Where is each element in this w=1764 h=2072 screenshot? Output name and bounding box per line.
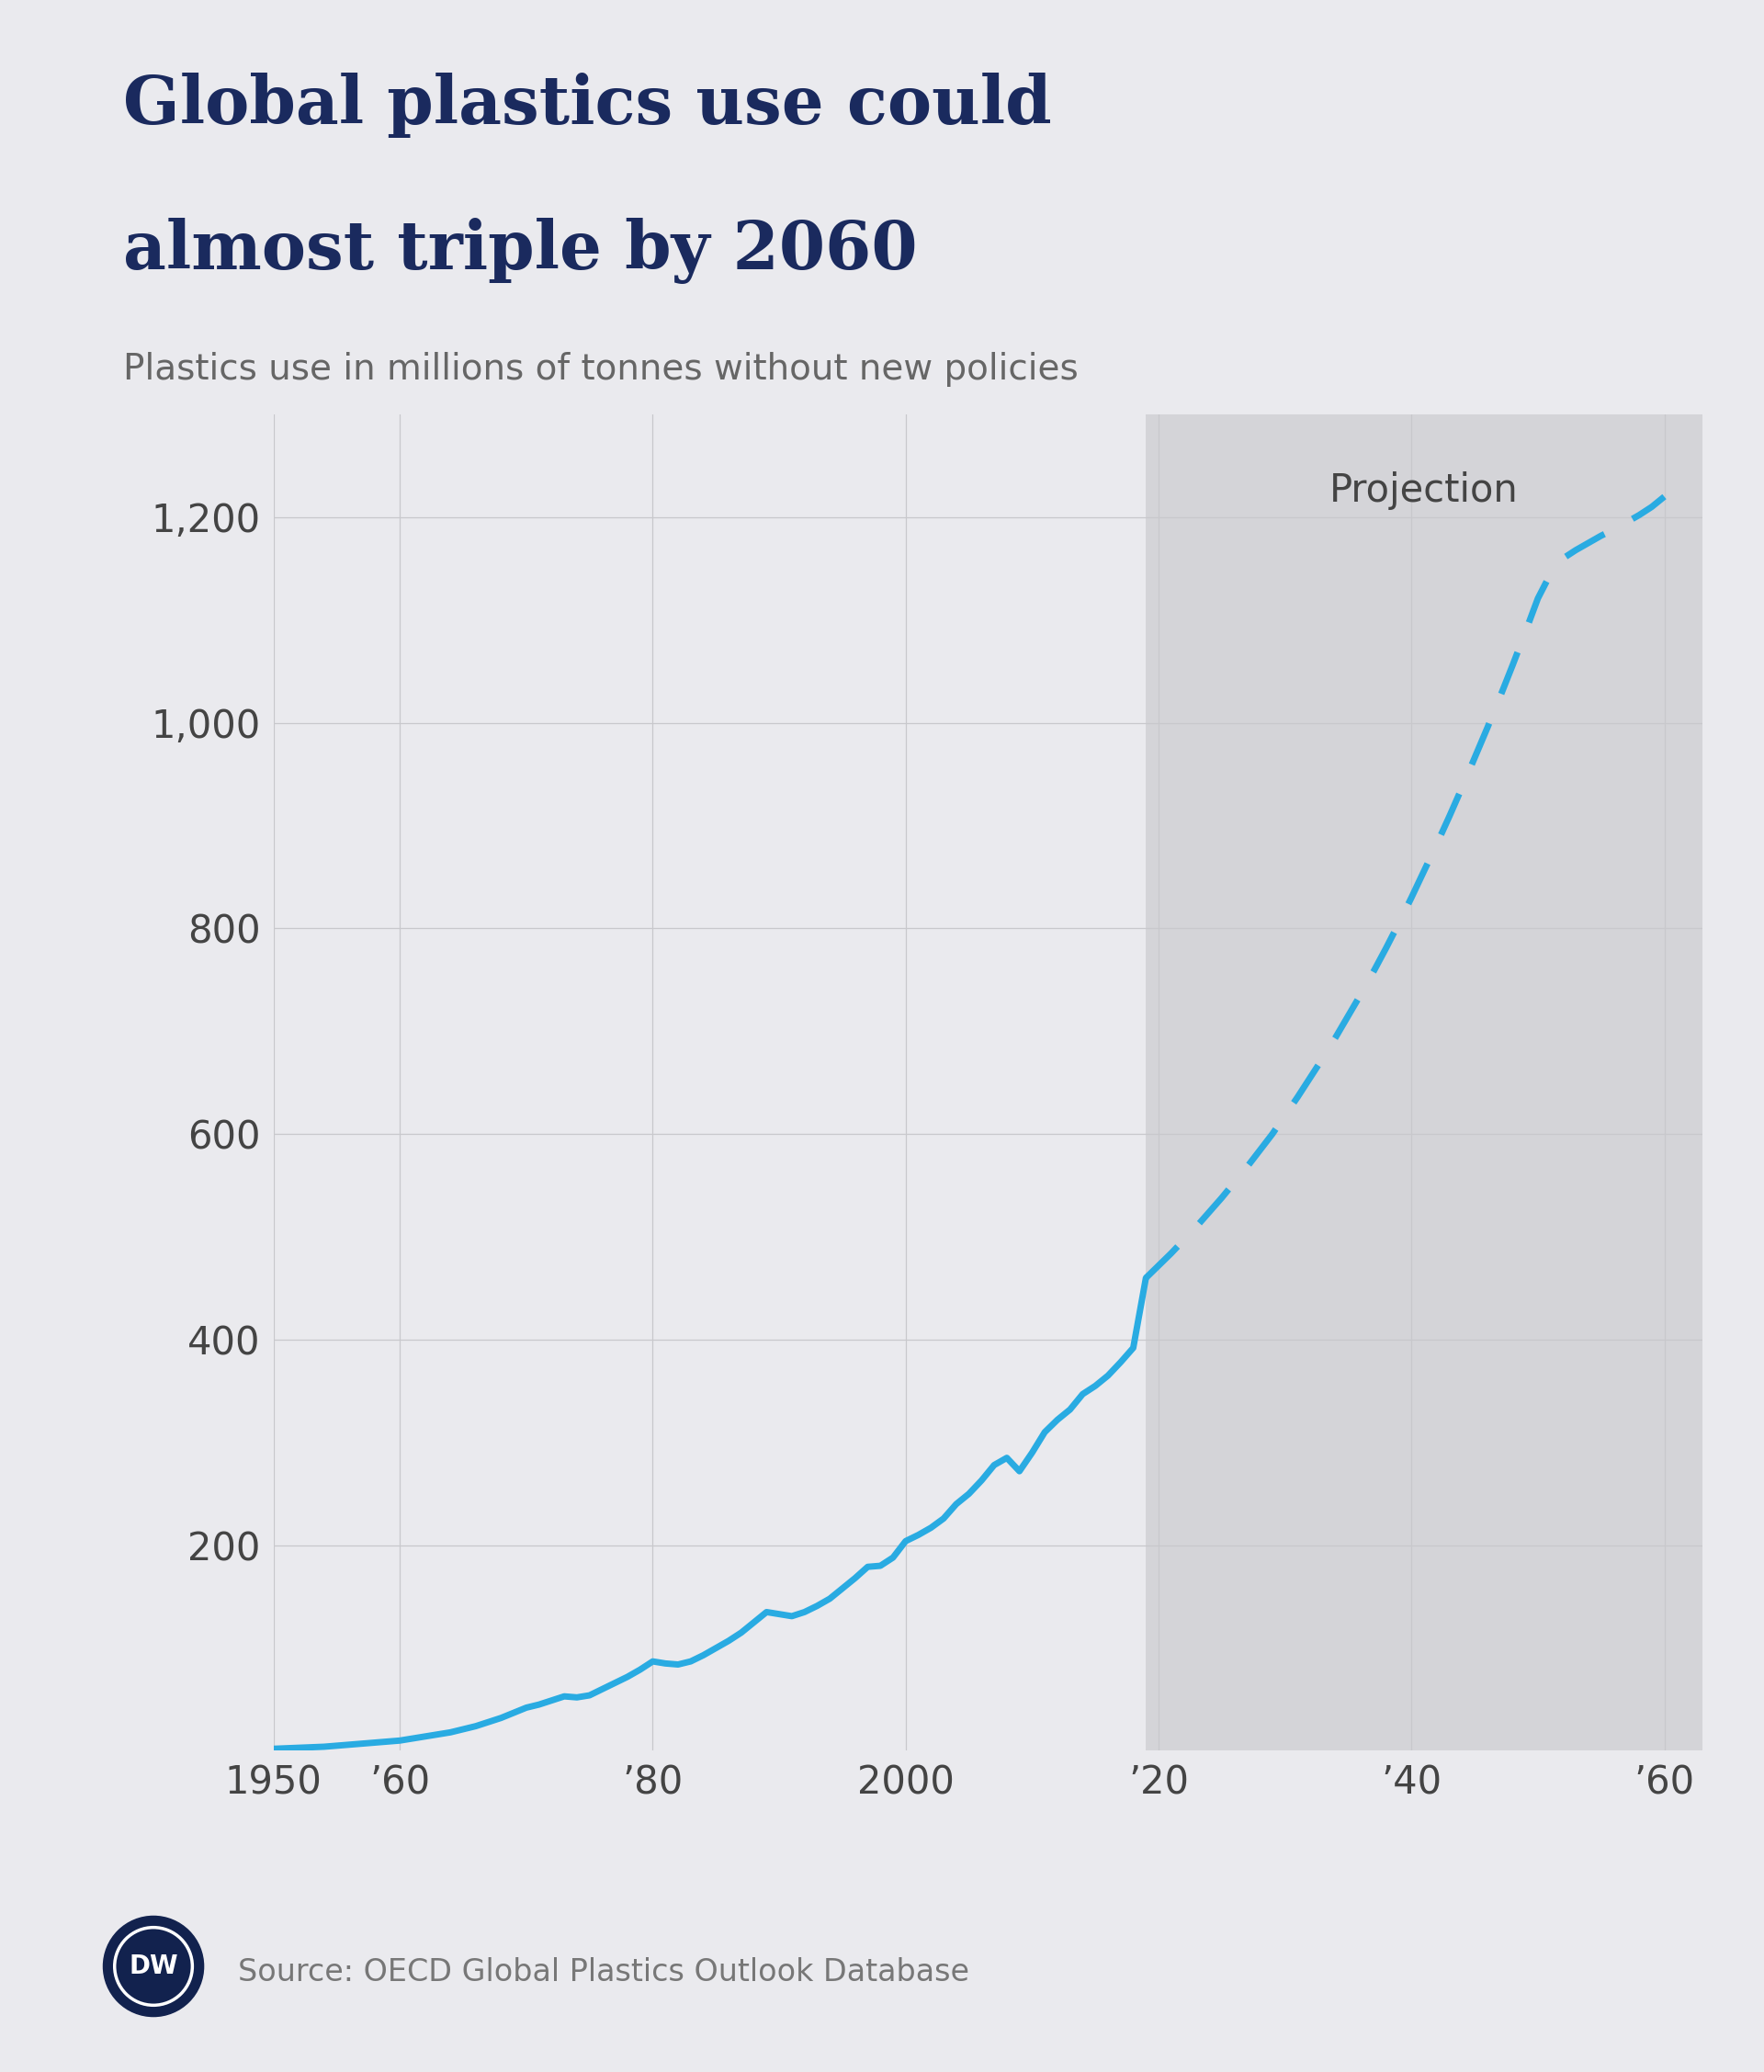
Text: Projection: Projection [1330, 470, 1519, 510]
Text: Plastics use in millions of tonnes without new policies: Plastics use in millions of tonnes witho… [123, 352, 1080, 387]
Text: almost triple by 2060: almost triple by 2060 [123, 218, 917, 284]
Text: Global plastics use could: Global plastics use could [123, 73, 1051, 137]
Bar [1147, 414, 1702, 1751]
Circle shape [104, 1917, 203, 2016]
Text: Source: OECD Global Plastics Outlook Database: Source: OECD Global Plastics Outlook Dat… [238, 1958, 970, 1987]
Text: DW: DW [129, 1954, 178, 1979]
